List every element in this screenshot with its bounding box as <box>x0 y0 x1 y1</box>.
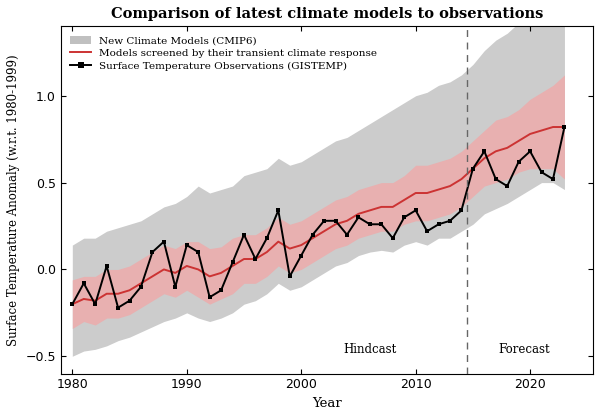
Text: Hindcast: Hindcast <box>343 343 397 356</box>
X-axis label: Year: Year <box>312 397 342 410</box>
Title: Comparison of latest climate models to observations: Comparison of latest climate models to o… <box>111 7 543 21</box>
Legend: New Climate Models (CMIP6), Models screened by their transient climate response,: New Climate Models (CMIP6), Models scree… <box>66 32 382 75</box>
Y-axis label: Surface Temperature Anomaly (w.r.t. 1980-1999): Surface Temperature Anomaly (w.r.t. 1980… <box>7 54 20 346</box>
Text: Forecast: Forecast <box>499 343 550 356</box>
